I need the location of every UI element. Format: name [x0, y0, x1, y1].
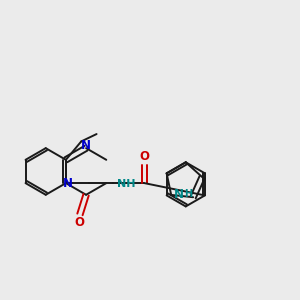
Text: O: O — [74, 217, 84, 230]
Text: N: N — [63, 177, 74, 190]
Text: N: N — [81, 139, 91, 152]
Text: O: O — [140, 150, 149, 163]
Text: NH: NH — [117, 179, 135, 189]
Text: H: H — [184, 189, 192, 199]
Text: N: N — [174, 188, 184, 201]
